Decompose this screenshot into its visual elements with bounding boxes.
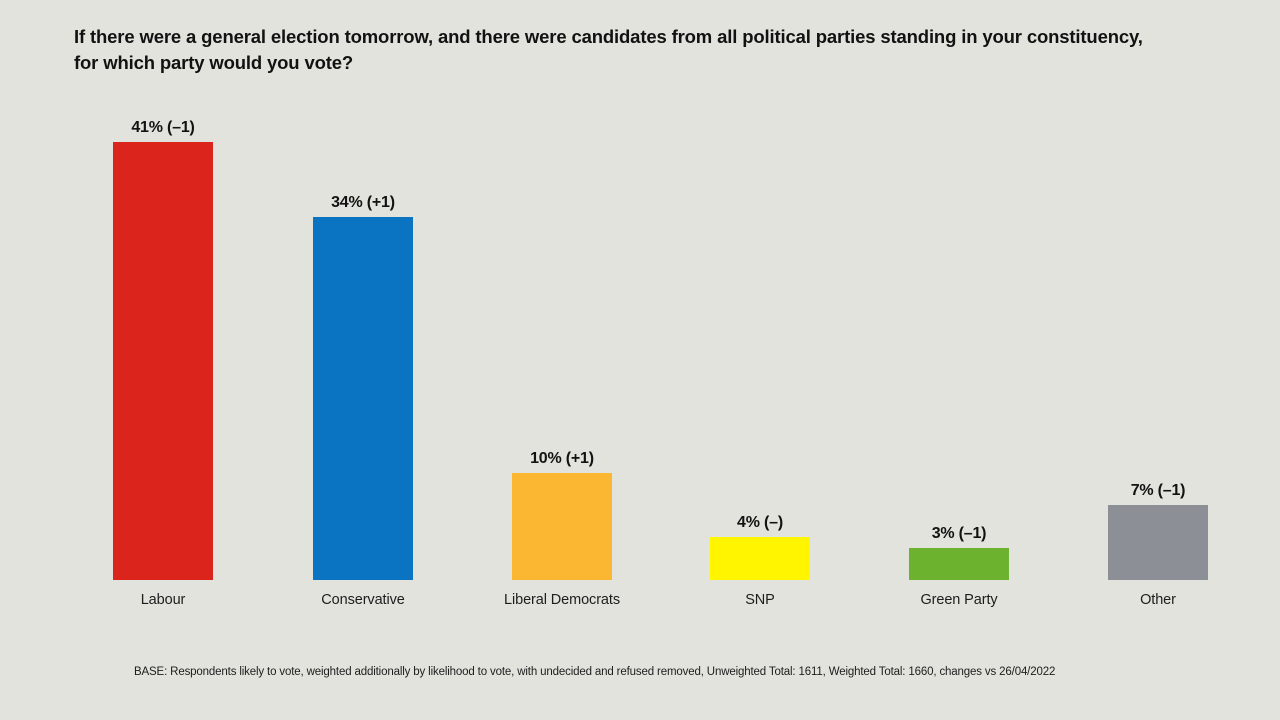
bar-rect-liberal-democrats[interactable] <box>512 473 612 580</box>
bar-group-other: 7% (–1) Other <box>1058 60 1258 608</box>
bar-rect-other[interactable] <box>1108 505 1208 580</box>
category-label-labour: Labour <box>140 592 186 608</box>
category-label-snp: SNP <box>745 592 775 608</box>
bar-group-labour: 41% (–1) Labour <box>63 60 263 608</box>
bar-value-label: 34% (+1) <box>331 193 395 211</box>
bar-value-label: 3% (–1) <box>931 525 987 542</box>
bar-rect-labour[interactable] <box>113 142 213 580</box>
category-label-green-party: Green Party <box>920 592 998 608</box>
category-label-liberal-democrats: Liberal Democrats <box>504 592 620 608</box>
bar-value-label: 41% (–1) <box>131 119 195 136</box>
bar-value-label: 4% (–) <box>737 514 783 532</box>
category-label-other: Other <box>1140 592 1176 608</box>
bar-value-label: 7% (–1) <box>1130 482 1186 500</box>
bar-value-label: 10% (+1) <box>530 450 594 468</box>
chart-title: If there were a general election tomorro… <box>74 26 1143 73</box>
category-label-conservative: Conservative <box>321 592 405 608</box>
bar-group-snp: 4% (–) SNP <box>660 60 860 608</box>
bar-rect-green-party[interactable] <box>909 548 1009 580</box>
bar-rect-conservative[interactable] <box>313 216 413 580</box>
bar-group-liberal-democrats: 10% (+1) Liberal Democrats <box>462 60 662 608</box>
bar-rect-snp[interactable] <box>710 537 810 580</box>
chart-footnote: BASE: Respondents likely to vote, weight… <box>134 666 1056 678</box>
bar-group-conservative: 34% (+1) Conservative <box>263 60 463 608</box>
bar-group-green-party: 3% (–1) Green Party <box>859 60 1059 608</box>
